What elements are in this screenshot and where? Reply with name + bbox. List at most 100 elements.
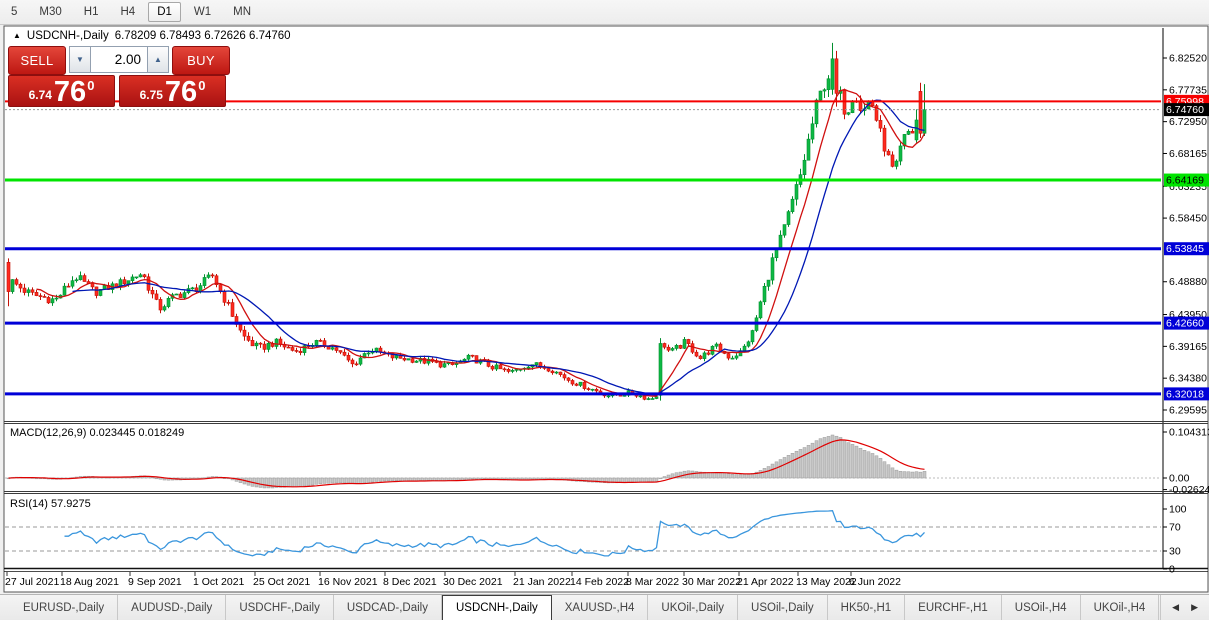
buy-price-display[interactable]: 6.75 76 0 bbox=[119, 75, 226, 107]
tab-scroll-right-icon[interactable]: ▶ bbox=[1191, 602, 1198, 612]
macd-histogram-bar bbox=[858, 448, 863, 479]
candle-body bbox=[650, 398, 655, 400]
candle-body bbox=[726, 353, 731, 359]
macd-histogram-bar bbox=[578, 477, 583, 482]
date-label[interactable]: 27 Jul 2021 bbox=[5, 576, 59, 588]
macd-histogram-bar bbox=[742, 474, 747, 479]
sell-button[interactable]: SELL bbox=[8, 46, 66, 75]
macd-histogram-bar bbox=[598, 477, 603, 483]
candle-body bbox=[898, 145, 903, 162]
macd-histogram-bar bbox=[918, 471, 923, 479]
collapse-panel-icon[interactable]: ▲ bbox=[13, 31, 21, 40]
support-line-blue-2-price-label-bg bbox=[1164, 316, 1209, 330]
candle-body bbox=[218, 284, 223, 292]
support-line-blue-3-price-label-bg bbox=[1164, 387, 1209, 401]
date-label[interactable]: 9 Sep 2021 bbox=[128, 576, 182, 588]
macd-histogram-bar bbox=[662, 476, 667, 479]
date-label[interactable]: 30 Mar 2022 bbox=[682, 576, 741, 588]
volume-decrease-icon[interactable]: ▼ bbox=[69, 46, 91, 73]
candle-body bbox=[810, 123, 815, 140]
candle-body bbox=[262, 343, 267, 350]
sell-price-main: 6.74 bbox=[28, 88, 52, 102]
chart-title: ▲ USDCNH-,Daily 6.78209 6.78493 6.72626 … bbox=[13, 30, 291, 42]
date-label[interactable]: 30 Dec 2021 bbox=[443, 576, 503, 588]
macd-histogram-bar bbox=[374, 477, 379, 482]
timeframe-d1[interactable]: D1 bbox=[148, 2, 181, 22]
macd-signal-line bbox=[8, 439, 925, 488]
candle-body bbox=[746, 341, 751, 347]
macd-histogram-bar bbox=[874, 455, 879, 479]
date-label[interactable]: 1 Oct 2021 bbox=[193, 576, 245, 588]
timeframe-h1[interactable]: H1 bbox=[83, 6, 99, 18]
symbol-tabbar: EURUSD-,Daily AUDUSD-,Daily USDCHF-,Daily U… bbox=[0, 594, 1209, 620]
macd-histogram-bar bbox=[394, 477, 399, 481]
tab-usdchf-daily[interactable]: USDCHF-,Daily bbox=[226, 595, 334, 620]
price-tick-label: 6.39165 bbox=[1169, 341, 1207, 353]
candle-body bbox=[662, 343, 667, 348]
trade-buttons-row: SELL ▼ ▲ BUY bbox=[8, 46, 230, 75]
macd-histogram-bar bbox=[882, 461, 887, 479]
candle-body bbox=[294, 350, 299, 352]
tab-usdcnh-daily[interactable]: USDCNH-,Daily bbox=[441, 595, 552, 620]
date-label[interactable]: 14 Feb 2022 bbox=[570, 576, 629, 588]
date-label[interactable]: 8 Dec 2021 bbox=[383, 576, 437, 588]
macd-histogram-bar bbox=[822, 437, 827, 479]
macd-histogram-bar bbox=[890, 467, 895, 479]
candle-body bbox=[50, 298, 55, 304]
tab-usdcad-daily[interactable]: USDCAD-,Daily bbox=[334, 595, 442, 620]
macd-histogram-bar bbox=[914, 471, 919, 479]
candle-body bbox=[694, 351, 699, 357]
date-label[interactable]: 8 Mar 2022 bbox=[626, 576, 679, 588]
candle-body bbox=[554, 371, 559, 374]
macd-histogram-bar bbox=[586, 477, 591, 483]
tab-hk50-h1[interactable]: HK50-,H1 bbox=[828, 595, 906, 620]
candle-body bbox=[802, 159, 807, 175]
tab-ukoil-h4[interactable]: UKOil-,H4 bbox=[1081, 595, 1160, 620]
macd-histogram-bar bbox=[298, 477, 303, 487]
tab-ukoil-daily[interactable]: UKOil-,Daily bbox=[648, 595, 739, 620]
trade-prices-row: 6.74 76 0 6.75 76 0 bbox=[8, 75, 230, 107]
chart-canvas[interactable]: 6.825206.777356.729506.681656.632356.584… bbox=[0, 0, 1209, 594]
volume-input[interactable] bbox=[91, 46, 147, 73]
timeframe-mn[interactable]: MN bbox=[233, 6, 252, 18]
macd-histogram-bar bbox=[806, 445, 811, 479]
tab-scroll-left-icon[interactable]: ◀ bbox=[1172, 602, 1180, 612]
price-tick-label: 6.48880 bbox=[1169, 276, 1207, 288]
candle-body bbox=[690, 343, 695, 353]
macd-histogram-bar bbox=[898, 470, 903, 479]
macd-histogram-bar bbox=[770, 463, 775, 479]
candle-body bbox=[10, 279, 15, 292]
timeframe-m30[interactable]: M30 bbox=[39, 6, 62, 18]
date-label[interactable]: 18 Aug 2021 bbox=[60, 576, 119, 588]
macd-histogram-bar bbox=[638, 477, 643, 483]
timeframe-w1[interactable]: W1 bbox=[193, 6, 212, 18]
buy-button[interactable]: BUY bbox=[172, 46, 230, 75]
candle-body bbox=[506, 369, 511, 372]
macd-histogram-bar bbox=[666, 474, 671, 479]
tab-audusd-daily[interactable]: AUDUSD-,Daily bbox=[118, 595, 227, 620]
timeframe-h4[interactable]: H4 bbox=[120, 6, 136, 18]
tab-usoil-daily[interactable]: USOil-,Daily bbox=[738, 595, 828, 620]
macd-histogram-bar bbox=[850, 444, 855, 479]
sell-price-display[interactable]: 6.74 76 0 bbox=[8, 75, 115, 107]
date-label[interactable]: 13 May 2022 bbox=[796, 576, 857, 588]
macd-histogram-bar bbox=[626, 477, 631, 483]
date-label[interactable]: 21 Apr 2022 bbox=[737, 576, 794, 588]
candle-body bbox=[362, 353, 367, 359]
tab-xauusd-h4[interactable]: XAUUSD-,H4 bbox=[552, 595, 649, 620]
macd-histogram-bar bbox=[866, 451, 871, 479]
date-label[interactable]: 25 Oct 2021 bbox=[253, 576, 310, 588]
date-label[interactable]: 16 Nov 2021 bbox=[318, 576, 378, 588]
candle-body bbox=[910, 130, 915, 134]
macd-histogram-bar bbox=[746, 473, 751, 479]
volume-increase-icon[interactable]: ▲ bbox=[147, 46, 169, 73]
tab-eurchf-h1[interactable]: EURCHF-,H1 bbox=[905, 595, 1002, 620]
candle-body bbox=[314, 340, 319, 346]
tab-eurusd-daily[interactable]: EURUSD-,Daily bbox=[10, 595, 119, 620]
date-label[interactable]: 21 Jan 2022 bbox=[513, 576, 571, 588]
timeframe-5[interactable]: 5 bbox=[11, 6, 18, 18]
macd-histogram-bar bbox=[306, 477, 311, 486]
candle-body bbox=[562, 374, 567, 379]
date-label[interactable]: 6 Jun 2022 bbox=[849, 576, 901, 588]
tab-usoil-h4[interactable]: USOil-,H4 bbox=[1002, 595, 1081, 620]
